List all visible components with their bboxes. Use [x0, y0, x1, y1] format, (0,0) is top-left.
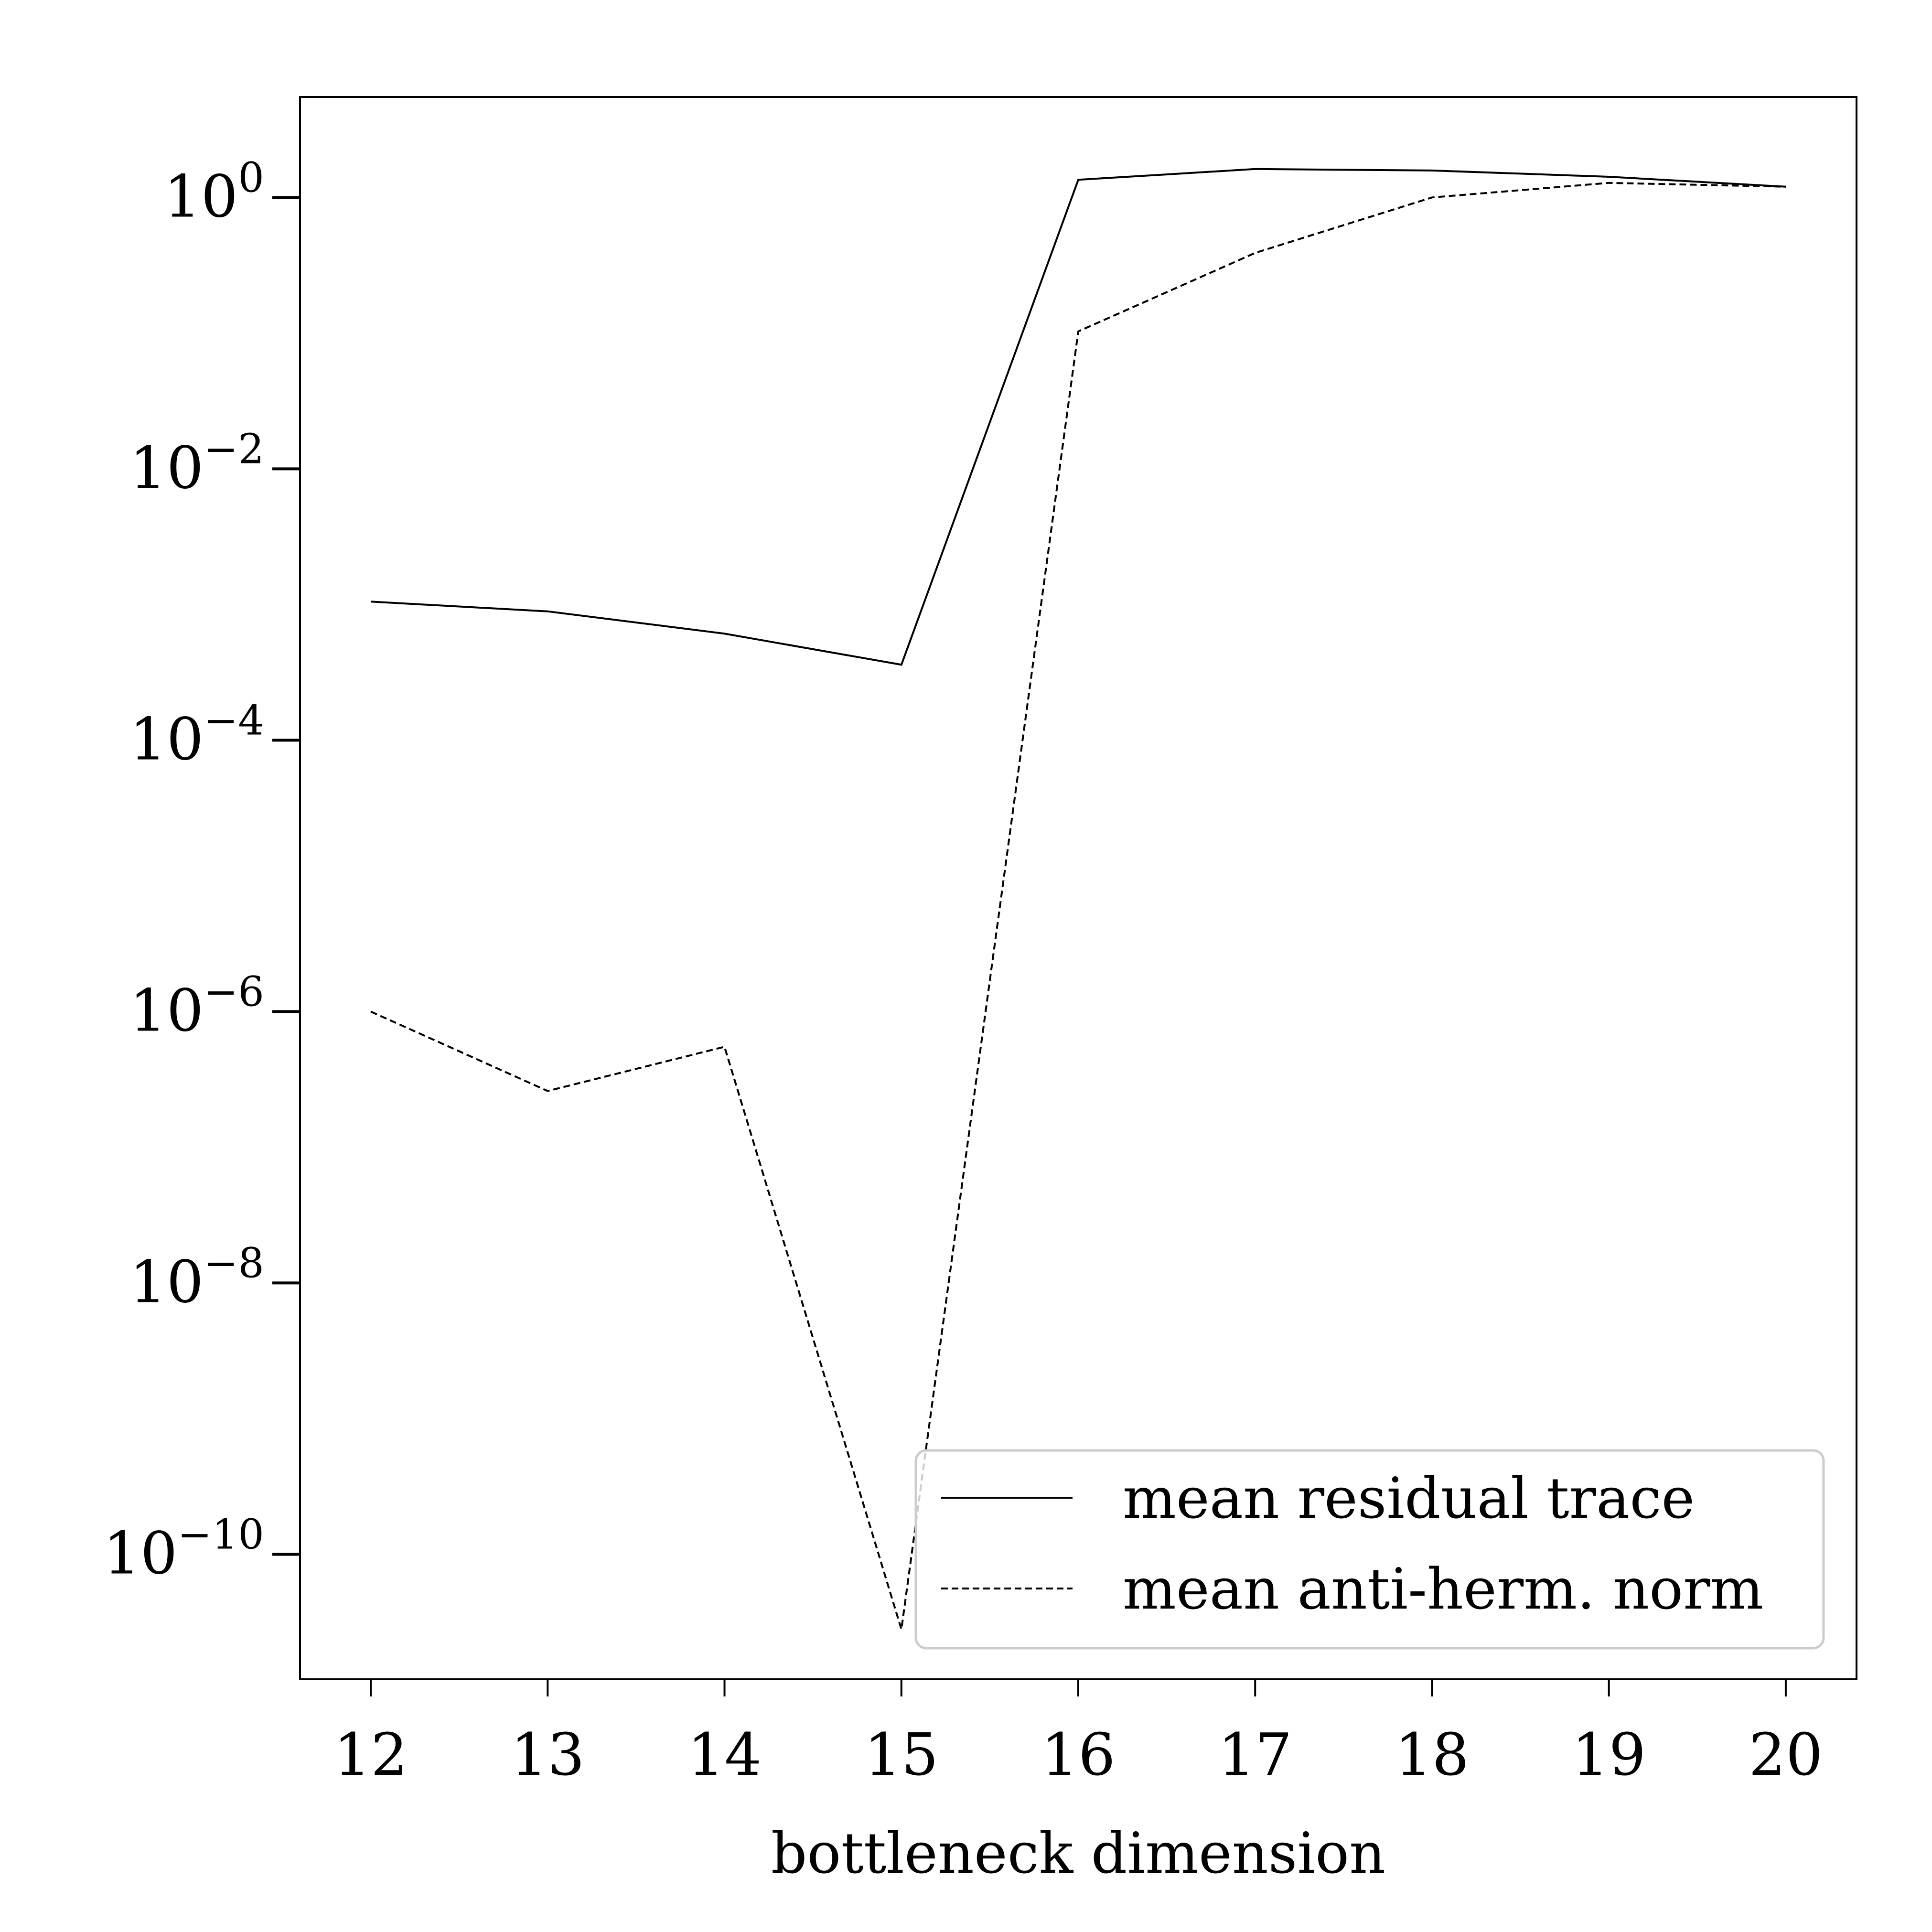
- x-tick-label: 18: [1395, 1721, 1469, 1789]
- x-tick-label: 13: [511, 1721, 585, 1789]
- x-axis-label: bottleneck dimension: [771, 1820, 1385, 1886]
- x-tick-label: 12: [333, 1721, 408, 1789]
- legend: mean residual trace mean anti-herm. norm: [916, 1450, 1824, 1648]
- x-tick-label: 17: [1218, 1721, 1292, 1789]
- legend-label-mean-residual-trace: mean residual trace: [1123, 1465, 1695, 1531]
- x-tick-label: 20: [1749, 1721, 1823, 1789]
- x-tick-label: 15: [864, 1721, 938, 1789]
- x-tick-label: 16: [1041, 1721, 1115, 1789]
- legend-label-mean-anti-herm-norm: mean anti-herm. norm: [1123, 1556, 1763, 1622]
- x-tick-label: 14: [687, 1721, 762, 1789]
- x-tick-label: 19: [1572, 1721, 1646, 1789]
